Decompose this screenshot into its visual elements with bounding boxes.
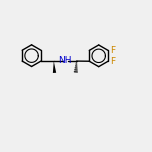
Text: NH: NH [59,56,72,65]
Text: F: F [110,57,115,66]
Polygon shape [53,61,56,73]
Text: F: F [110,46,115,55]
